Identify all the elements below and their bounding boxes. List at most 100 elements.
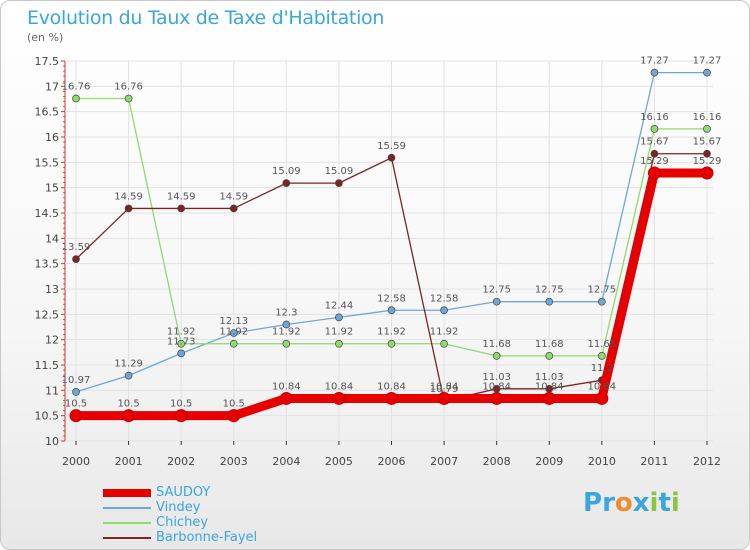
proxiti-logo: Proxiti: [583, 488, 680, 518]
y-tick-label: 12: [45, 334, 59, 347]
data-point: [279, 391, 293, 405]
data-label: 10.84: [377, 381, 406, 392]
data-point: [282, 339, 291, 348]
data-point: [545, 352, 554, 360]
legend-label: Barbonne-Fayel: [156, 530, 258, 545]
legend-label: Vindey: [156, 500, 201, 515]
legend-swatch: [103, 488, 151, 497]
data-label: 11.2: [591, 363, 613, 374]
x-tick-label: 2003: [220, 455, 248, 468]
data-label: 10.84: [325, 381, 354, 392]
data-point: [385, 391, 398, 405]
data-label: 11.29: [114, 359, 143, 370]
data-label: 10.79: [430, 384, 459, 395]
data-point: [124, 371, 133, 380]
legend-item: Barbonne-Fayel: [103, 530, 257, 545]
y-tick-label: 11: [45, 384, 59, 397]
data-label: 12.44: [325, 300, 354, 311]
data-point: [229, 339, 238, 348]
data-label: 11.03: [482, 372, 511, 383]
data-label: 11.92: [430, 327, 459, 338]
data-point: [282, 179, 291, 187]
data-label: 16.16: [693, 112, 722, 123]
y-tick-label: 14: [45, 232, 59, 245]
data-point: [595, 391, 609, 405]
x-tick-label: 2010: [588, 455, 616, 468]
x-tick-label: 2011: [640, 455, 668, 468]
data-point: [229, 204, 238, 213]
y-tick-label: 10: [45, 435, 59, 448]
y-tick-label: 17.5: [35, 55, 60, 68]
data-label: 11.92: [377, 327, 406, 338]
data-point: [335, 313, 343, 322]
data-point: [332, 391, 346, 405]
legend-item: SAUDOY: [103, 485, 257, 500]
data-label: 15.29: [640, 156, 669, 167]
data-label: 11.68: [588, 339, 617, 350]
data-point: [227, 409, 241, 423]
data-point: [177, 349, 186, 358]
data-label: 16.76: [62, 81, 91, 92]
y-tick-label: 13.5: [35, 258, 60, 271]
y-tick-label: 16.5: [35, 106, 60, 119]
data-label: 11.92: [325, 327, 354, 338]
x-tick-label: 2005: [325, 455, 353, 468]
data-point: [542, 391, 556, 405]
data-point: [703, 68, 711, 77]
data-label: 10.84: [535, 381, 564, 392]
data-point: [387, 153, 396, 162]
data-label: 12.58: [430, 293, 459, 304]
data-point: [440, 306, 448, 315]
data-point: [72, 94, 80, 103]
y-tick-label: 15.5: [35, 156, 60, 169]
data-point: [69, 409, 83, 423]
data-point: [174, 409, 188, 423]
data-point: [335, 179, 343, 187]
data-label: 15.09: [272, 166, 301, 177]
data-label: 11.68: [535, 339, 564, 350]
data-label: 10.84: [482, 381, 511, 392]
data-label: 10.84: [272, 381, 301, 392]
data-label: 10.5: [65, 399, 87, 410]
data-label: 15.09: [325, 166, 354, 177]
data-point: [387, 306, 396, 315]
x-tick-label: 2008: [483, 455, 511, 468]
legend-label: Chichey: [156, 515, 209, 530]
legend-label: SAUDOY: [156, 485, 211, 500]
data-point: [597, 297, 606, 306]
data-point: [650, 149, 659, 158]
x-tick-label: 2002: [167, 455, 195, 468]
data-point: [492, 297, 501, 306]
data-label: 11.73: [167, 336, 196, 347]
data-label: 12.75: [588, 285, 617, 296]
x-tick-label: 2004: [272, 455, 300, 468]
data-label: 11.68: [482, 339, 511, 350]
data-point: [177, 204, 186, 213]
data-point: [122, 409, 136, 423]
data-point: [335, 339, 343, 348]
data-point: [437, 391, 451, 405]
data-label: 11.92: [167, 327, 196, 338]
data-label: 12.13: [219, 316, 248, 327]
data-label: 17.27: [693, 56, 722, 67]
data-label: 15.67: [693, 137, 722, 148]
chart-title: Evolution du Taux de Taxe d'Habitation: [27, 7, 385, 29]
data-label: 15.59: [377, 141, 406, 152]
legend-item: Chichey: [103, 515, 257, 530]
data-label: 10.5: [170, 399, 192, 410]
data-point: [124, 204, 133, 213]
chart-subtitle: (en %): [27, 31, 64, 44]
data-label: 11.92: [219, 327, 248, 338]
data-point: [124, 94, 133, 103]
data-label: 11.03: [535, 372, 564, 383]
data-point: [703, 149, 711, 158]
data-point: [597, 352, 606, 360]
data-label: 17.27: [640, 56, 669, 67]
data-label: 15.29: [693, 156, 722, 167]
y-tick-label: 10.5: [35, 410, 60, 423]
data-point: [387, 339, 396, 348]
legend-swatch: [103, 506, 151, 509]
data-point: [492, 352, 501, 360]
